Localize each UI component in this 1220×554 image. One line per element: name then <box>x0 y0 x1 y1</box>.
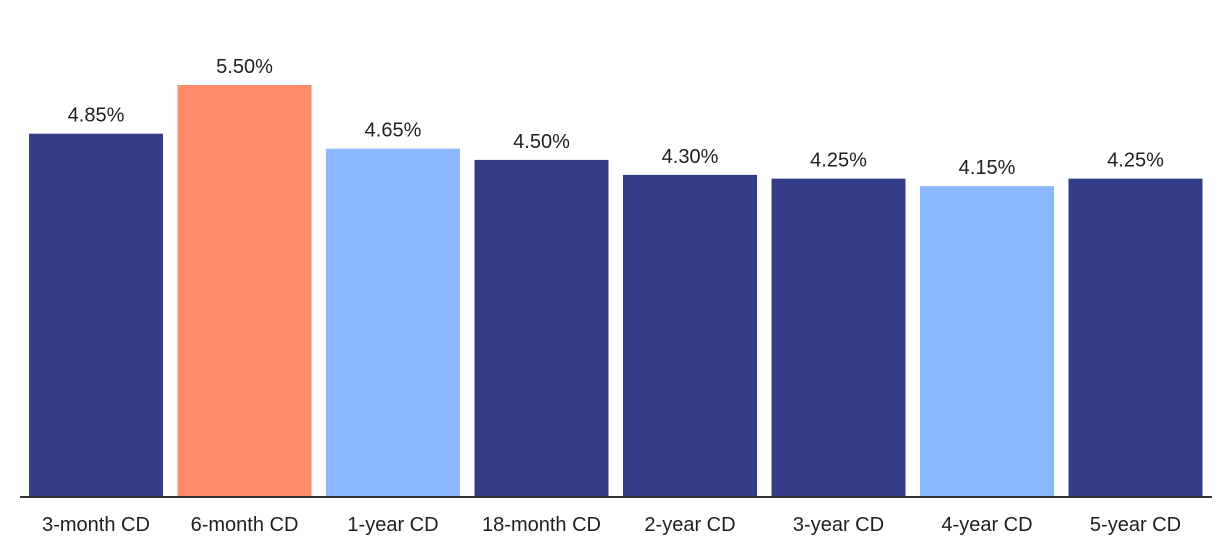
category-label-7: 5-year CD <box>1090 514 1181 536</box>
category-label-1: 6-month CD <box>191 514 299 536</box>
category-label-2: 1-year CD <box>347 514 438 536</box>
data-label-6: 4.15% <box>959 157 1016 179</box>
data-label-0: 4.85% <box>68 105 125 127</box>
bar-6 <box>920 186 1054 498</box>
bar-0 <box>29 133 163 497</box>
bar-5 <box>771 178 906 498</box>
bar-2 <box>326 148 460 497</box>
data-label-4: 4.30% <box>662 146 719 168</box>
data-label-3: 4.50% <box>513 131 570 153</box>
bar-1 <box>177 85 312 497</box>
category-labels-group: 3-month CD 6-month CD 1-year CD 18-month CD… <box>42 514 1181 536</box>
data-label-7: 4.25% <box>1107 150 1164 172</box>
bars-group <box>29 85 1203 498</box>
bar-4 <box>623 174 757 497</box>
data-label-2: 4.65% <box>365 120 422 142</box>
category-label-6: 4-year CD <box>941 514 1032 536</box>
bar-3 <box>474 159 609 497</box>
category-label-3: 18-month CD <box>482 514 601 536</box>
bar-7 <box>1068 178 1203 498</box>
category-label-0: 3-month CD <box>42 514 150 536</box>
category-label-5: 3-year CD <box>793 514 884 536</box>
data-label-1: 5.50% <box>216 56 273 78</box>
data-label-5: 4.25% <box>810 150 867 172</box>
value-labels-group: 4.85% 5.50% 4.65% 4.50% 4.30% 4.25% 4.15% 4.25% <box>68 56 1164 179</box>
category-label-4: 2-year CD <box>644 514 735 536</box>
